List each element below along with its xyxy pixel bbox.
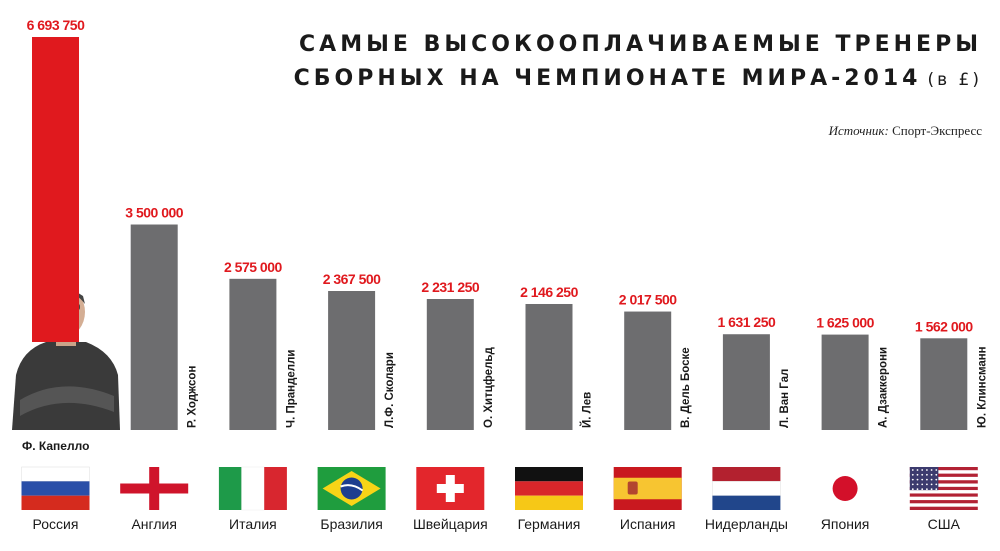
chart-title-line2: СБОРНЫХ НА ЧЕМПИОНАТЕ МИРА-2014 (в £) — [294, 66, 982, 91]
value-label-4: 2 231 250 — [421, 279, 479, 295]
country-label-1: Англия — [131, 516, 176, 532]
netherlands-flag-icon — [712, 467, 781, 510]
coach-name-3: Л.Ф. Сколари — [384, 352, 396, 428]
coach-name-5: Й. Лев — [581, 392, 594, 428]
bar-7 — [722, 334, 770, 430]
russia-flag-icon — [21, 466, 90, 510]
value-label-2: 2 575 000 — [224, 259, 282, 275]
usa-flag-icon — [909, 467, 978, 510]
value-label-5: 2 146 250 — [520, 284, 578, 300]
bar-1 — [130, 224, 178, 430]
country-label-2: Италия — [229, 516, 277, 532]
source-note: Источник: Спорт-Экспресс — [829, 123, 982, 139]
bar-3 — [328, 291, 376, 430]
germany-flag-icon — [515, 467, 583, 510]
country-label-9: США — [928, 516, 961, 532]
value-label-9: 1 562 000 — [915, 318, 973, 334]
country-label-3: Бразилия — [320, 516, 382, 532]
bar-6 — [624, 311, 672, 430]
brazil-flag-icon — [317, 467, 386, 510]
chart-title-line2-text: СБОРНЫХ НА ЧЕМПИОНАТЕ МИРА-2014 — [293, 66, 922, 91]
england-flag-icon — [120, 467, 189, 510]
italy-flag-icon — [218, 466, 287, 511]
value-label-6: 2 017 500 — [619, 292, 677, 308]
value-label-1: 3 500 000 — [125, 205, 183, 221]
coach-name-6: В. Дель Боске — [680, 347, 692, 428]
bar-2 — [229, 278, 277, 430]
value-label-7: 1 631 250 — [718, 314, 776, 330]
source-label: Источник: — [828, 123, 889, 138]
bar-0 — [32, 37, 79, 342]
coach-name-9: Ю. Клинсманн — [976, 346, 988, 428]
coach-name-4: О. Хитцфельд — [483, 347, 495, 428]
country-label-8: Япония — [821, 516, 870, 532]
country-label-7: Нидерланды — [705, 516, 788, 532]
country-label-5: Германия — [518, 516, 581, 532]
coach-name-8: А. Дзаккерони — [878, 347, 890, 428]
switzerland-flag-icon — [416, 467, 485, 510]
chart-title-line1: САМЫЕ ВЫСОКООПЛАЧИВАЕМЫЕ ТРЕНЕРЫ — [299, 32, 982, 57]
country-label-4: Швейцария — [413, 516, 488, 532]
chart-title-unit: (в £) — [927, 70, 982, 90]
bar-4 — [426, 299, 474, 430]
japan-flag-icon — [811, 467, 880, 510]
country-label-0: Россия — [33, 516, 79, 532]
coach-name-0: Ф. Капелло — [22, 439, 89, 453]
bar-5 — [525, 303, 573, 430]
value-label-3: 2 367 500 — [323, 271, 381, 287]
coach-name-1: Р. Ходжсон — [187, 366, 199, 428]
coach-name-2: Ч. Пранделли — [285, 350, 297, 428]
bar-9 — [920, 338, 968, 430]
value-label-0: 6 693 750 — [27, 17, 85, 33]
coach-name-7: Л. Ван Гал — [779, 369, 791, 428]
bar-8 — [821, 334, 869, 430]
spain-flag-icon — [613, 467, 682, 510]
country-label-6: Испания — [620, 516, 676, 532]
value-label-8: 1 625 000 — [816, 315, 874, 331]
source-value: Спорт-Экспресс — [892, 123, 982, 138]
